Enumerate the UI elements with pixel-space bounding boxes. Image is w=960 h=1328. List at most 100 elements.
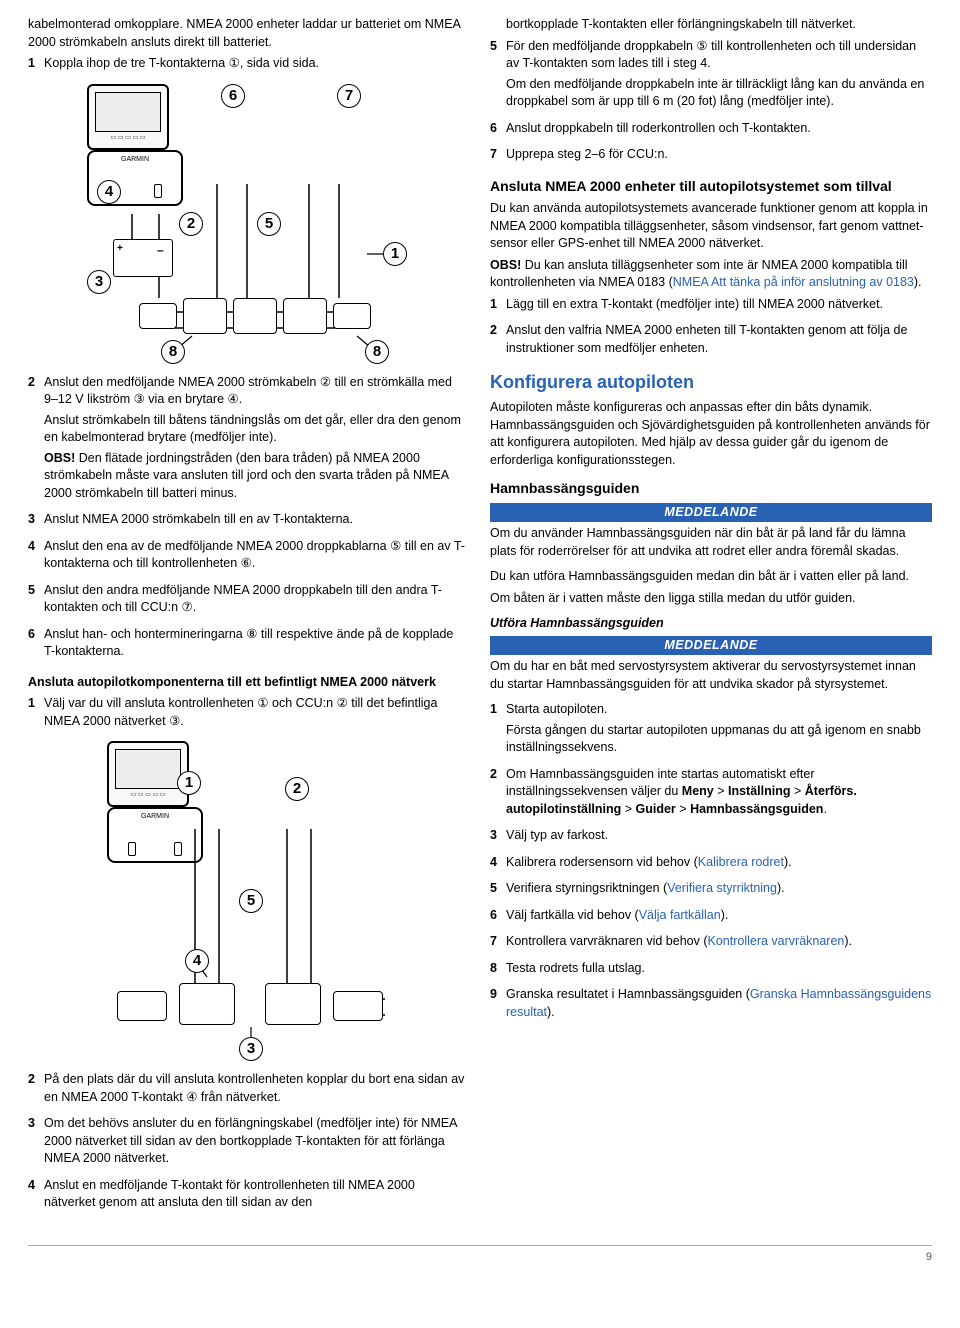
step-4: 4 Anslut den ena av de medföljande NMEA … (28, 538, 466, 576)
u7b: ). (844, 934, 852, 948)
gt: > (676, 802, 690, 816)
step-u4: 4 Kalibrera rodersensorn vid behov (Kali… (490, 854, 932, 875)
diagram-label: 5 (257, 212, 281, 236)
diagram-label: 2 (179, 212, 203, 236)
step-u1: 1 Starta autopiloten. Första gången du s… (490, 701, 932, 760)
link-verifiera-styrriktning[interactable]: Verifiera styrriktning (667, 881, 777, 895)
u5b: ). (777, 881, 785, 895)
step-a2: 2 På den plats där du vill ansluta kontr… (28, 1071, 466, 1109)
link-kalibrera-rodret[interactable]: Kalibrera rodret (698, 855, 784, 869)
step-num: 3 (28, 511, 44, 532)
link-kontrollera-varvraknaren[interactable]: Kontrollera varvräknaren (708, 934, 845, 948)
diagram-label: 7 (337, 84, 361, 108)
step-u2: 2 Om Hamnbassängsguiden inte startas aut… (490, 766, 932, 822)
menu-installning: Inställning (728, 784, 791, 798)
step-r7-text: Upprepa steg 2–6 för CCU:n. (506, 146, 932, 164)
step-4-text: Anslut den ena av de medföljande NMEA 20… (44, 538, 466, 573)
t-connector (183, 298, 227, 334)
step-num: 2 (28, 374, 44, 506)
step-u8: 8 Testa rodrets fulla utslag. (490, 960, 932, 981)
u5a: Verifiera styrningsriktningen ( (506, 881, 667, 895)
paragraph-konfigurera: Autopiloten måste konfigureras och anpas… (490, 399, 932, 469)
diagram-label: 6 (221, 84, 245, 108)
step-n1-text: Lägg till en extra T-kontakt (medföljer … (506, 296, 932, 314)
step-u4-text: Kalibrera rodersensorn vid behov (Kalibr… (506, 854, 932, 872)
step-a4-text: Anslut en medföljande T-kontakt för kont… (44, 1177, 466, 1212)
step-a1: 1 Välj var du vill ansluta kontrollenhet… (28, 695, 466, 733)
step-num: 5 (28, 582, 44, 620)
hamn-p1: Du kan utföra Hamnbassängsguiden medan d… (490, 568, 932, 586)
step-num: 1 (490, 701, 506, 760)
hamn-p2: Om båten är i vatten måste den ligga sti… (490, 590, 932, 608)
step-num: 4 (28, 538, 44, 576)
u6a: Välj fartkälla vid behov ( (506, 908, 639, 922)
step-2a: Anslut den medföljande NMEA 2000 strömka… (44, 374, 466, 409)
step-text: Koppla ihop de tre T-kontakterna ①, sida… (44, 55, 466, 76)
step-num: 5 (490, 880, 506, 901)
step-a3: 3 Om det behövs ansluter du en förlängni… (28, 1115, 466, 1171)
link-valja-fartkallan[interactable]: Välja fartkällan (639, 908, 721, 922)
step-2: 2 Anslut den medföljande NMEA 2000 ström… (28, 374, 466, 506)
step-text: Anslut den medföljande NMEA 2000 strömka… (44, 374, 466, 506)
right-column: bortkopplade T-kontakten eller förlängni… (490, 16, 932, 1221)
diagram-label: 1 (383, 242, 407, 266)
diagram-label: 3 (239, 1037, 263, 1061)
hamn-warning: Om du använder Hamnbassängsguiden när di… (490, 525, 932, 560)
step-r5a: För den medföljande droppkabeln ⑤ till k… (506, 38, 932, 73)
step-n2-text: Anslut den valfria NMEA 2000 enheten til… (506, 322, 932, 357)
cable-end (333, 991, 383, 1021)
step-1: 1 Koppla ihop de tre T-kontakterna ①, si… (28, 55, 466, 76)
diagram-label: 4 (185, 949, 209, 973)
step-3-text: Anslut NMEA 2000 strömkabeln till en av … (44, 511, 466, 529)
utf-warning: Om du har en båt med servostyrsystem akt… (490, 658, 932, 693)
obs-label: OBS! (490, 258, 521, 272)
step-u2-text: Om Hamnbassängsguiden inte startas autom… (506, 766, 932, 819)
u9b: ). (547, 1005, 555, 1019)
notice-banner: MEDDELANDE (490, 503, 932, 523)
heading-utfora: Utföra Hamnbassängsguiden (490, 615, 932, 633)
step-u3: 3 Välj typ av farkost. (490, 827, 932, 848)
step-num: 2 (490, 322, 506, 360)
step-num: 5 (490, 38, 506, 114)
heading-hamnbassang: Hamnbassängsguiden (490, 479, 932, 499)
step-u7: 7 Kontrollera varvräknaren vid behov (Ko… (490, 933, 932, 954)
t-connector (283, 298, 327, 334)
terminator (333, 303, 371, 329)
obs-end: ). (914, 275, 922, 289)
step-text: För den medföljande droppkabeln ⑤ till k… (506, 38, 932, 114)
step-num: 3 (490, 827, 506, 848)
step-u9: 9 Granska resultatet i Hamnbassängsguide… (490, 986, 932, 1024)
diagram-label: 8 (161, 340, 185, 364)
step-2c: OBS! Den flätade jordningstråden (den ba… (44, 450, 466, 503)
step-num: 1 (28, 55, 44, 76)
u9a: Granska resultatet i Hamnbassängsguiden … (506, 987, 750, 1001)
step-num: 4 (490, 854, 506, 875)
diagram-label: 4 (97, 180, 121, 204)
cable-end (117, 991, 167, 1021)
obs-label: OBS! (44, 451, 75, 465)
menu-meny: Meny (682, 784, 714, 798)
battery-minus: – (157, 242, 164, 259)
page-columns: kabelmonterad omkopplare. NMEA 2000 enhe… (28, 16, 932, 1221)
diagram-label: 5 (239, 889, 263, 913)
step-5: 5 Anslut den andra medföljande NMEA 2000… (28, 582, 466, 620)
step-n2: 2 Anslut den valfria NMEA 2000 enheten t… (490, 322, 932, 360)
link-nmea-0183[interactable]: NMEA Att tänka på inför anslutning av 01… (673, 275, 914, 289)
step-u6: 6 Välj fartkälla vid behov (Välja fartkä… (490, 907, 932, 928)
step-num: 4 (28, 1177, 44, 1215)
menu-guider: Guider (636, 802, 676, 816)
step-num: 7 (490, 146, 506, 167)
step-6: 6 Anslut han- och hontermineringarna ⑧ t… (28, 626, 466, 664)
step-3: 3 Anslut NMEA 2000 strömkabeln till en a… (28, 511, 466, 532)
step-u7-text: Kontrollera varvräknaren vid behov (Kont… (506, 933, 932, 951)
page-number: 9 (28, 1245, 932, 1265)
paragraph-nmea: Du kan använda autopilotsystemets avance… (490, 200, 932, 253)
step-u1b: Första gången du startar autopiloten upp… (506, 722, 932, 757)
diagram-label: 1 (177, 771, 201, 795)
step-r7: 7 Upprepa steg 2–6 för CCU:n. (490, 146, 932, 167)
diagram-label: 8 (365, 340, 389, 364)
menu-hamnbassang: Hamnbassängsguiden (690, 802, 823, 816)
dot: . (823, 802, 826, 816)
step-a4: 4 Anslut en medföljande T-kontakt för ko… (28, 1177, 466, 1215)
step-u5-text: Verifiera styrningsriktningen (Verifiera… (506, 880, 932, 898)
